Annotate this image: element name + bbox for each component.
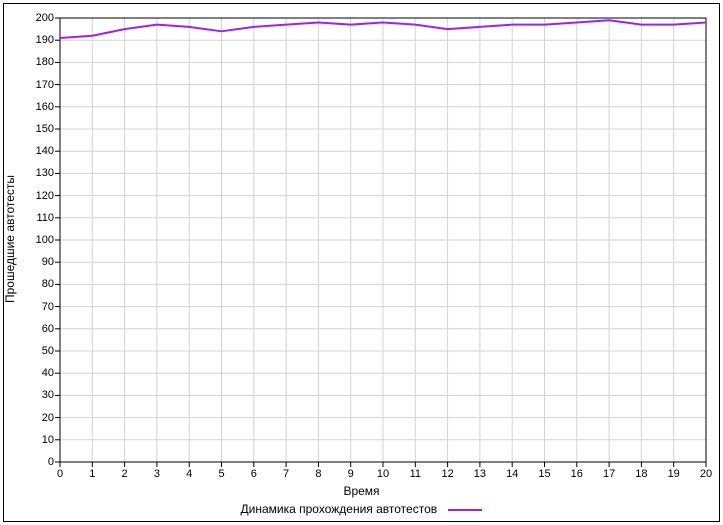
x-tick-label: 20 bbox=[700, 468, 712, 480]
legend-line-swatch bbox=[448, 509, 482, 511]
x-tick-label: 13 bbox=[474, 468, 486, 480]
y-tick-label: 160 bbox=[36, 101, 54, 113]
x-tick-label: 15 bbox=[538, 468, 550, 480]
y-tick-label: 0 bbox=[48, 456, 54, 468]
y-tick-label: 90 bbox=[42, 256, 54, 268]
x-tick-label: 8 bbox=[315, 468, 321, 480]
y-tick-label: 180 bbox=[36, 56, 54, 68]
y-tick-label: 60 bbox=[42, 323, 54, 335]
x-tick-label: 0 bbox=[57, 468, 63, 480]
legend: Динамика прохождения автотестов bbox=[4, 502, 719, 516]
x-tick-label: 4 bbox=[186, 468, 192, 480]
y-tick-label: 50 bbox=[42, 345, 54, 357]
y-tick-label: 70 bbox=[42, 301, 54, 313]
x-tick-label: 3 bbox=[154, 468, 160, 480]
x-tick-label: 1 bbox=[89, 468, 95, 480]
y-tick-label: 150 bbox=[36, 123, 54, 135]
y-tick-label: 120 bbox=[36, 190, 54, 202]
y-tick-label: 140 bbox=[36, 145, 54, 157]
x-tick-label: 18 bbox=[635, 468, 647, 480]
y-tick-label: 30 bbox=[42, 389, 54, 401]
y-tick-label: 20 bbox=[42, 412, 54, 424]
y-tick-label: 130 bbox=[36, 167, 54, 179]
legend-label: Динамика прохождения автотестов bbox=[241, 502, 438, 516]
y-axis-label: Прошедшие автотесты bbox=[0, 4, 20, 474]
y-tick-label: 200 bbox=[36, 12, 54, 24]
x-tick-label: 5 bbox=[218, 468, 224, 480]
y-tick-label: 170 bbox=[36, 79, 54, 91]
x-tick-label: 17 bbox=[603, 468, 615, 480]
x-tick-label: 6 bbox=[251, 468, 257, 480]
x-tick-label: 12 bbox=[441, 468, 453, 480]
y-tick-label: 110 bbox=[36, 212, 54, 224]
y-tick-label: 190 bbox=[36, 34, 54, 46]
chart-frame: Прошедшие автотесты 01234567891011121314… bbox=[3, 3, 720, 522]
x-tick-label: 16 bbox=[571, 468, 583, 480]
plot-area: 0123456789101112131415161718192001020304… bbox=[60, 18, 706, 462]
y-tick-label: 40 bbox=[42, 367, 54, 379]
x-tick-label: 14 bbox=[506, 468, 518, 480]
x-tick-label: 9 bbox=[348, 468, 354, 480]
x-axis-label: Время bbox=[4, 484, 719, 498]
y-tick-label: 80 bbox=[42, 278, 54, 290]
y-tick-label: 100 bbox=[36, 234, 54, 246]
x-tick-label: 7 bbox=[283, 468, 289, 480]
x-tick-label: 10 bbox=[377, 468, 389, 480]
y-tick-label: 10 bbox=[42, 434, 54, 446]
x-tick-label: 2 bbox=[122, 468, 128, 480]
x-tick-label: 11 bbox=[410, 468, 421, 480]
x-tick-label: 19 bbox=[668, 468, 680, 480]
